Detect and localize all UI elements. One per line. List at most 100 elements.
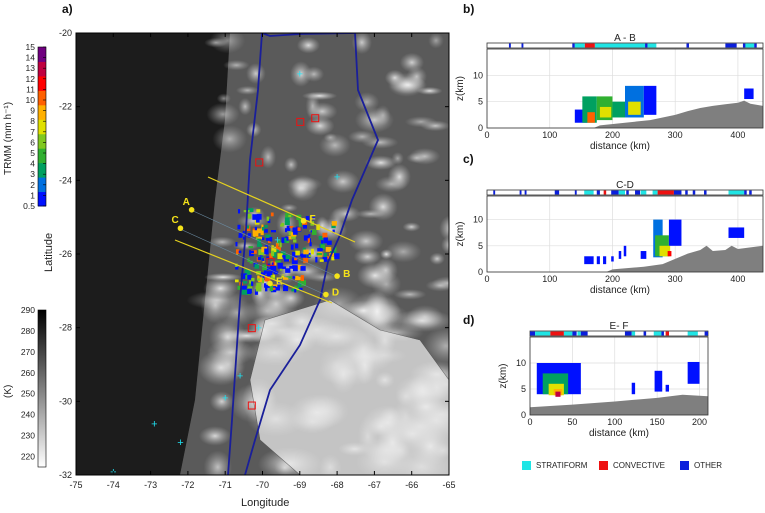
radar-echo: [596, 256, 600, 265]
colorbars: 0.51234567891011121314152202302402502602…: [21, 42, 47, 468]
tb-colorbar-tick: 290: [21, 305, 35, 315]
lat-tick-label: -20: [59, 28, 72, 38]
transect-point-label: B: [343, 269, 350, 280]
cloud-patch: [428, 33, 444, 49]
stratiform-marker: +: [274, 234, 280, 246]
precip-pixel: [274, 271, 279, 275]
radar-echo: [628, 101, 641, 115]
precip-pixel: [319, 259, 324, 262]
precip-pixel: [269, 285, 274, 292]
classification-segment-convective: [550, 331, 564, 336]
classification-segment-convective: [584, 43, 595, 48]
radar-echo: [599, 106, 612, 118]
classification-segment-convective: [603, 190, 607, 195]
trmm-colorbar-tick: 12: [26, 74, 36, 84]
tb-colorbar: [37, 309, 47, 468]
precip-pixel: [295, 243, 299, 249]
classification-segment-stratiform: [574, 43, 585, 48]
precip-pixel: [273, 287, 276, 290]
precip-pixel: [258, 277, 263, 283]
classification-segment-stratiform: [652, 190, 658, 195]
cloud-patch: [212, 125, 247, 153]
lon-tick-label: -68: [331, 480, 344, 490]
x-tick-label: 300: [668, 130, 683, 140]
trmm-colorbar-segment: [38, 133, 46, 149]
precip-pixel: [290, 244, 294, 250]
precip-pixel: [318, 236, 324, 240]
precip-pixel: [300, 280, 307, 286]
cloud-patch: [385, 240, 422, 263]
trmm-colorbar-tick: 10: [26, 95, 36, 105]
radar-echo: [667, 251, 672, 257]
precip-pixel: [246, 213, 252, 219]
precip-pixel: [261, 277, 265, 284]
precip-pixel: [310, 230, 313, 233]
precip-pixel: [263, 269, 267, 274]
x-tick-label: 200: [692, 417, 707, 427]
x-tick-label: 300: [668, 274, 683, 284]
precip-pixel: [281, 274, 285, 278]
precip-pixel: [300, 275, 304, 282]
classification-segment-other: [742, 43, 746, 48]
precip-pixel: [283, 285, 289, 292]
precip-pixel: [249, 250, 254, 254]
classification-segment-other: [519, 190, 522, 195]
classification-segment-other: [661, 331, 664, 336]
cloud-patch: [306, 102, 338, 121]
cloud-patch: [353, 248, 382, 266]
panel-b-label: b): [463, 2, 475, 16]
transect-point: [177, 225, 184, 232]
cloud-patch: [429, 252, 445, 265]
precip-pixel: [311, 248, 314, 255]
cloud-patch: [387, 163, 411, 190]
transect-point: [188, 207, 195, 213]
precip-pixel: [308, 254, 312, 258]
radar-echo: [654, 370, 663, 392]
lon-tick-label: -74: [107, 480, 120, 490]
y-axis-label: z(km): [498, 364, 509, 389]
trmm-colorbar-segment: [38, 47, 46, 62]
precip-pixel: [235, 249, 240, 254]
cloud-patch: [402, 222, 421, 232]
precip-pixel: [321, 244, 325, 249]
precip-pixel: [277, 239, 281, 244]
precip-pixel: [292, 265, 298, 272]
precip-pixel: [256, 228, 262, 234]
precip-pixel: [315, 256, 318, 263]
stratiform-marker: +: [297, 69, 303, 81]
precip-pixel: [262, 258, 265, 262]
lon-tick-label: -66: [405, 480, 418, 490]
precip-pixel: [265, 234, 271, 238]
precip-pixel: [256, 217, 260, 223]
cloud-patch: [364, 290, 391, 333]
classification-segment-stratiform: [728, 190, 745, 195]
precip-pixel: [259, 254, 263, 257]
terrain-profile: [530, 394, 708, 415]
classification-segment-other: [626, 190, 629, 195]
cloud-patch: [216, 93, 232, 104]
transect-point: [323, 291, 329, 298]
radar-echo: [584, 256, 594, 265]
classification-segment-stratiform: [687, 331, 698, 336]
precip-pixel: [270, 289, 277, 293]
lat-tick-label: -26: [59, 249, 72, 259]
precip-pixel: [312, 216, 315, 221]
precip-pixel: [309, 242, 312, 247]
radar-echo: [687, 361, 700, 384]
stratiform-marker: +: [222, 393, 228, 405]
classification-segment-other: [754, 43, 757, 48]
classification-segment-stratiform: [577, 331, 581, 336]
x-tick-label: 400: [730, 130, 745, 140]
legend-label: STRATIFORM: [536, 461, 588, 470]
x-tick-label: 100: [607, 417, 622, 427]
precip-pixel: [316, 252, 322, 256]
cloud-patch: [303, 66, 325, 82]
classification-segment-other: [521, 43, 524, 48]
y-tick-label: 0: [478, 123, 483, 133]
radar-echo: [744, 88, 754, 100]
precip-pixel: [297, 227, 301, 231]
cloud-patch: [357, 262, 394, 289]
transect-point-label: F: [310, 214, 316, 225]
precip-pixel: [284, 217, 290, 222]
